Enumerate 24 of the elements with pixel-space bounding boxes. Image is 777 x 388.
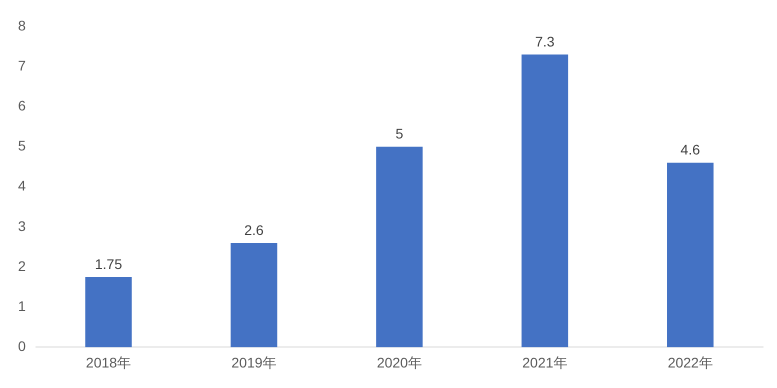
bar (667, 162, 714, 348)
bar (376, 146, 423, 348)
y-tick-label: 1 (18, 298, 26, 314)
y-tick-label: 8 (18, 17, 26, 34)
data-label: 2.6 (244, 222, 264, 238)
y-tick-label: 3 (18, 218, 26, 234)
x-tick-label: 2022年 (668, 354, 713, 370)
y-tick-label: 7 (18, 57, 26, 74)
x-tick-label: 2020年 (376, 354, 422, 370)
y-tick-label: 2 (18, 258, 26, 274)
bar (85, 277, 132, 348)
y-tick-label: 0 (18, 338, 26, 354)
y-tick-label: 6 (18, 97, 26, 114)
data-label: 1.75 (94, 256, 122, 272)
bar (522, 54, 568, 348)
data-label: 4.6 (680, 142, 700, 158)
y-tick-label: 5 (18, 138, 26, 154)
bar (230, 242, 278, 348)
data-label: 7.3 (535, 33, 555, 50)
x-tick-label: 2018年 (86, 354, 132, 370)
x-tick-label: 2019年 (231, 354, 277, 370)
y-tick-label: 4 (18, 178, 26, 194)
x-tick-label: 2021年 (522, 354, 568, 370)
data-label: 5 (395, 126, 404, 142)
